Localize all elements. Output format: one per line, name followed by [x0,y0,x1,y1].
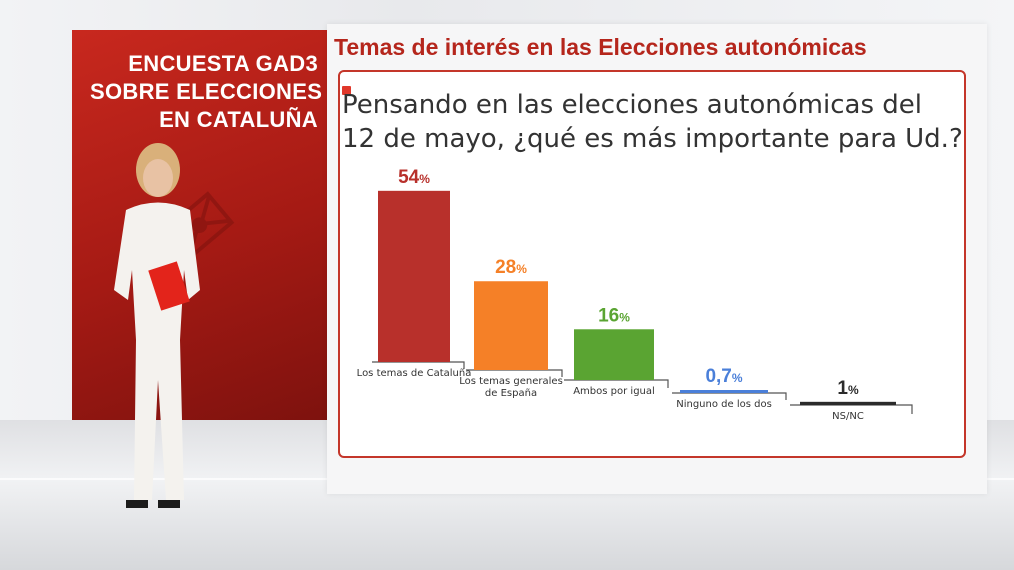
data-label-3: 16% [598,305,630,326]
survey-question: Pensando en las elecciones autonómicas d… [342,88,963,156]
bar-4 [680,390,768,393]
headline-line-2: SOBRE ELECCIONES [90,79,323,104]
headline: ENCUESTA GAD3 SOBRE ELECCIONES EN CATALU… [90,50,323,134]
bar-3 [574,329,654,380]
category-label-4: Ninguno de los dos [676,399,772,410]
bar-5 [800,401,896,405]
question-marker [342,86,351,95]
category-label-2-1: Los temas generales [459,376,563,387]
headline-line-1: ENCUESTA GAD3 [128,51,318,76]
category-label-5: NS/NC [832,411,864,422]
headline-line-3: EN CATALUÑA [159,107,318,132]
question-line-1: Pensando en las elecciones autonómicas d… [342,90,922,120]
category-label-2-2: de España [485,388,537,399]
bar-1 [378,190,450,362]
category-label-1: Los temas de Cataluña [357,368,472,379]
chart-baseline [372,361,913,414]
red-side-panel: ✉ [72,30,327,420]
data-label-4: 0,7% [705,366,742,387]
screen-title: Temas de interés en las Elecciones auton… [334,34,867,60]
data-label-5: 1% [837,378,859,399]
data-label-1: 54% [398,167,430,188]
data-label-2: 28% [495,257,527,278]
bar-2 [474,281,548,370]
category-label-3: Ambos por igual [573,386,655,397]
presenter-figure [114,143,200,508]
question-line-2: 12 de mayo, ¿qué es más importante para … [342,124,963,154]
